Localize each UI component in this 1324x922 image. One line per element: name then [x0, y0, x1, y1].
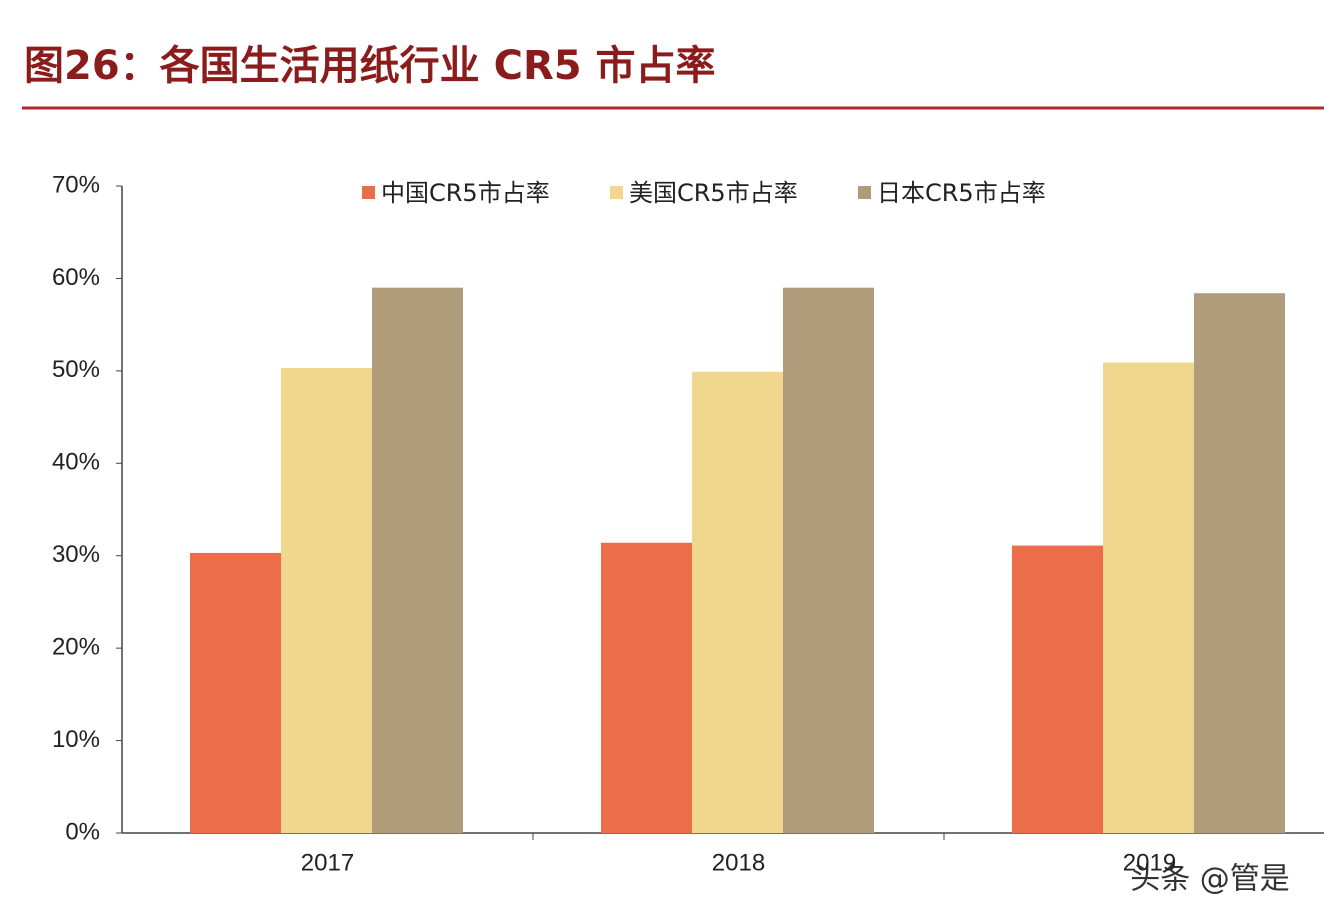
legend-swatch: [858, 186, 871, 199]
legend-label: 美国CR5市占率: [629, 179, 798, 207]
legend-swatch: [362, 186, 375, 199]
y-tick-label: 40%: [52, 449, 100, 476]
y-tick-label: 10%: [52, 726, 100, 753]
y-tick-label: 50%: [52, 356, 100, 383]
x-tick-label: 2017: [301, 849, 354, 876]
x-tick-label: 2018: [712, 849, 765, 876]
y-tick-label: 60%: [52, 264, 100, 291]
legend-label: 日本CR5市占率: [877, 179, 1046, 207]
bar: [1103, 362, 1194, 833]
bar: [601, 542, 692, 833]
watermark: 头条 @管是: [1130, 862, 1290, 897]
y-tick-label: 30%: [52, 541, 100, 568]
x-tick-label: 2019: [1123, 849, 1176, 876]
bar: [281, 368, 372, 833]
legend-label: 中国CR5市占率: [381, 179, 550, 207]
y-tick-label: 70%: [52, 171, 100, 198]
chart-title: 图26：各国生活用纸行业 CR5 市占率: [24, 43, 716, 89]
y-tick-label: 0%: [65, 818, 100, 845]
bar: [1194, 293, 1285, 833]
bar: [1012, 545, 1103, 833]
bar: [190, 552, 281, 833]
bar: [783, 287, 874, 834]
bar: [372, 287, 463, 834]
y-tick-label: 20%: [52, 633, 100, 660]
legend-swatch: [610, 186, 623, 199]
bar: [692, 371, 783, 833]
